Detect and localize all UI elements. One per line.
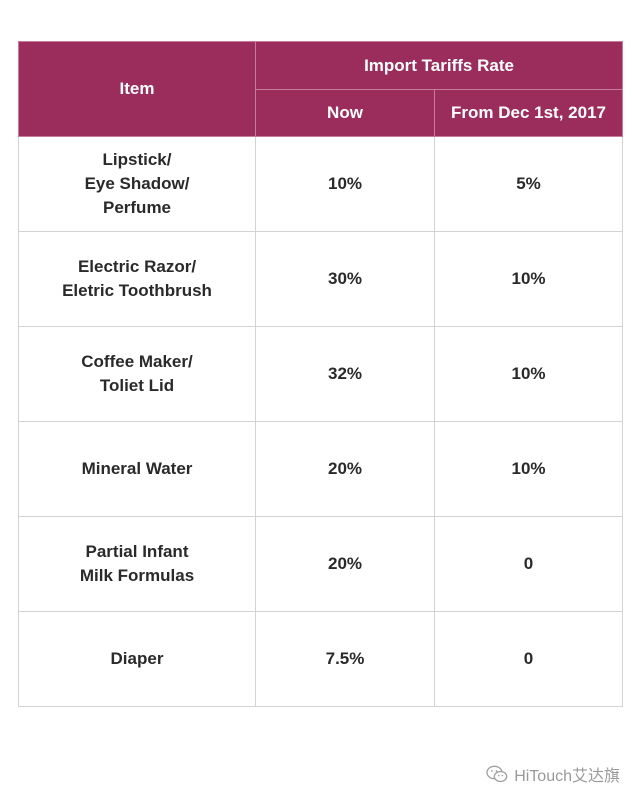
item-cell: Partial Infant Milk Formulas [18, 516, 256, 612]
table-row: Mineral Water 20% 10% [18, 421, 623, 517]
item-cell: Lipstick/ Eye Shadow/ Perfume [18, 136, 256, 232]
new-rate-cell: 5% [434, 136, 623, 232]
now-rate-cell: 20% [255, 516, 435, 612]
table-row: Lipstick/ Eye Shadow/ Perfume 10% 5% [18, 136, 623, 232]
new-rate-cell: 10% [434, 421, 623, 517]
watermark: HiTouch艾达旗 [486, 762, 620, 786]
table-row: Coffee Maker/ Toliet Lid 32% 10% [18, 326, 623, 422]
header-from-dec-2017: From Dec 1st, 2017 [434, 89, 623, 137]
item-cell: Coffee Maker/ Toliet Lid [18, 326, 256, 422]
wechat-icon [486, 765, 508, 783]
now-rate-cell: 30% [255, 231, 435, 327]
header-now: Now [255, 89, 435, 137]
table-row: Electric Razor/ Eletric Toothbrush 30% 1… [18, 231, 623, 327]
new-rate-cell: 0 [434, 611, 623, 707]
item-cell: Mineral Water [18, 421, 256, 517]
new-rate-cell: 0 [434, 516, 623, 612]
new-rate-cell: 10% [434, 231, 623, 327]
item-cell: Electric Razor/ Eletric Toothbrush [18, 231, 256, 327]
header-import-tariffs-rate: Import Tariffs Rate [255, 41, 623, 90]
header-item: Item [18, 41, 256, 137]
item-cell: Diaper [18, 611, 256, 707]
table-row: Partial Infant Milk Formulas 20% 0 [18, 516, 623, 612]
tariffs-table: Item Import Tariffs Rate Now From Dec 1s… [18, 41, 623, 707]
now-rate-cell: 7.5% [255, 611, 435, 707]
now-rate-cell: 20% [255, 421, 435, 517]
watermark-text: HiTouch艾达旗 [514, 768, 620, 785]
now-rate-cell: 32% [255, 326, 435, 422]
table-row: Diaper 7.5% 0 [18, 611, 623, 707]
now-rate-cell: 10% [255, 136, 435, 232]
new-rate-cell: 10% [434, 326, 623, 422]
